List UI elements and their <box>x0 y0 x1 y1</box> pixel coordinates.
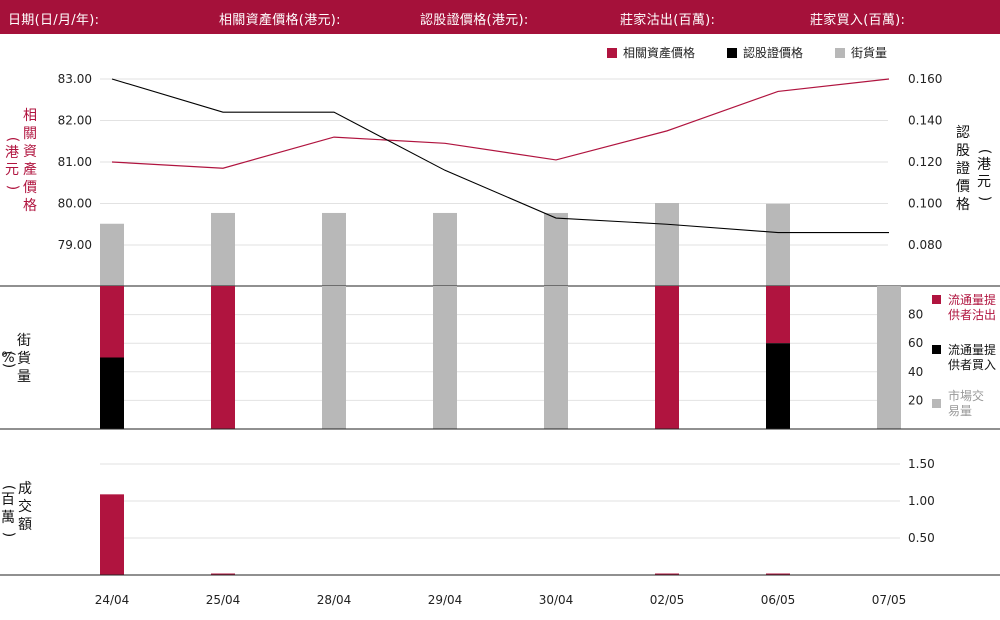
y-right-tick-label: 0.080 <box>908 238 942 252</box>
turnover-bar <box>211 573 235 575</box>
legend-street: 街貨量 <box>835 44 887 61</box>
axis-title-char: 街 <box>17 333 31 349</box>
legend-street-label: 街貨量 <box>851 46 888 60</box>
x-tick-label: 28/04 <box>317 593 352 607</box>
stacked-bar-segment <box>211 286 235 429</box>
turnover-bar <box>655 573 679 575</box>
side-legend-lp-sell-swatch <box>932 295 941 304</box>
legend-underlying: 相關資產價格 <box>607 44 695 61</box>
axis-title-char: 關 <box>23 126 37 142</box>
x-tick-label: 24/04 <box>95 593 130 607</box>
stacked-bar-segment <box>766 286 790 344</box>
y-right-tick-label: 0.140 <box>908 114 942 128</box>
street-volume-bar <box>211 212 235 286</box>
y-right-tick-label: 0.100 <box>908 197 942 211</box>
street-volume-bar <box>766 203 790 286</box>
axis-title-char: 證 <box>956 161 970 177</box>
axis-unit-char: % <box>1 350 15 366</box>
y-bottom-tick-label: 1.00 <box>908 494 935 508</box>
side-legend-lp-buy: 流通量提供者買入 <box>932 343 1000 373</box>
side-legend-lp-buy-label: 流通量提供者買入 <box>948 343 997 372</box>
axis-title-char: 價 <box>956 179 970 195</box>
axis-unit-char: 港 <box>5 145 19 161</box>
side-legend-lp-sell: 流通量提供者沽出 <box>932 293 1000 323</box>
y-mid-tick-label: 80 <box>908 308 923 322</box>
axis-title-char: 價 <box>23 180 37 196</box>
y-left-tick-label: 81.00 <box>58 155 92 169</box>
axis-title-char: 認 <box>956 125 970 141</box>
x-tick-label: 06/05 <box>761 593 796 607</box>
legend-warrant: 認股證價格 <box>727 44 803 61</box>
stacked-bar-segment <box>100 286 124 358</box>
y-left-tick-label: 83.00 <box>58 72 92 86</box>
date-label: 日期(日/月/年): <box>8 13 100 28</box>
street-volume-bar <box>544 212 568 286</box>
legend-underlying-swatch <box>607 48 617 58</box>
legend-underlying-label: 相關資產價格 <box>623 46 696 60</box>
y-left-tick-label: 79.00 <box>58 238 92 252</box>
legend-warrant-swatch <box>727 48 737 58</box>
x-tick-label: 25/04 <box>206 593 241 607</box>
y-mid-tick-label: 60 <box>908 336 923 350</box>
turnover-bar <box>766 573 790 575</box>
axis-title-char: 資 <box>23 144 37 160</box>
y-bottom-tick-label: 1.50 <box>908 457 935 471</box>
side-legend-market-label: 市場交易量 <box>948 389 985 418</box>
axis-title-char: 股 <box>956 143 970 159</box>
stacked-bar-segment <box>544 286 568 429</box>
axis-title-char: 交 <box>18 499 32 515</box>
street-volume-bar <box>433 212 457 286</box>
axis-title-char: 相 <box>23 108 37 124</box>
axis-unit-char: 元 <box>977 174 991 190</box>
axis-title-char: 格 <box>956 197 970 213</box>
underlying-price-line <box>111 78 890 169</box>
side-legend-lp-sell-label: 流通量提供者沽出 <box>948 293 997 322</box>
x-tick-label: 02/05 <box>650 593 685 607</box>
stacked-bar-segment <box>100 357 124 429</box>
mm-sell-label: 莊家沽出(百萬): <box>620 13 716 28</box>
turnover-bar <box>100 494 124 575</box>
underlying-price-label: 相關資產價格(港元): <box>219 13 341 28</box>
axis-unit-char: 萬 <box>1 510 15 526</box>
axis-title-char: 格 <box>23 198 37 214</box>
axis-unit-char: 港 <box>977 157 991 173</box>
axis-title-char: 量 <box>17 369 31 385</box>
warrant-price-line <box>111 78 889 234</box>
header-bar: 日期(日/月/年): 相關資產價格(港元): 認股證價格(港元): 莊家沽出(百… <box>0 0 1000 34</box>
stacked-bar-segment <box>655 286 679 429</box>
axis-title-char: 貨 <box>17 351 31 367</box>
x-tick-label: 07/05 <box>872 593 907 607</box>
stacked-bar-segment <box>877 286 901 429</box>
stacked-bar-segment <box>433 286 457 429</box>
side-legend-lp-buy-swatch <box>932 345 941 354</box>
axis-unit-char: 元 <box>5 162 19 178</box>
y-left-tick-label: 82.00 <box>58 114 92 128</box>
x-tick-label: 29/04 <box>428 593 463 607</box>
y-right-tick-label: 0.160 <box>908 72 942 86</box>
street-volume-bar <box>322 212 346 286</box>
axis-unit-char: 百 <box>1 492 15 508</box>
side-legend-market-swatch <box>932 399 941 408</box>
street-volume-bar <box>100 223 124 286</box>
y-bottom-tick-label: 0.50 <box>908 531 935 545</box>
x-tick-label: 30/04 <box>539 593 574 607</box>
warrant-price-label: 認股證價格(港元): <box>420 13 529 28</box>
y-right-tick-label: 0.120 <box>908 155 942 169</box>
street-volume-bar <box>655 203 679 286</box>
stacked-bar-segment <box>766 343 790 429</box>
y-mid-tick-label: 20 <box>908 393 923 407</box>
axis-title-char: 產 <box>23 162 37 178</box>
legend-warrant-label: 認股證價格 <box>743 46 804 60</box>
mm-buy-label: 莊家買入(百萬): <box>810 13 906 28</box>
axis-title-char: 成 <box>18 481 32 497</box>
side-legend-market: 市場交易量 <box>932 389 990 419</box>
stacked-bar-segment <box>322 286 346 429</box>
y-left-tick-label: 80.00 <box>58 197 92 211</box>
axis-title-char: 額 <box>18 517 32 533</box>
y-mid-tick-label: 40 <box>908 365 923 379</box>
legend-street-swatch <box>835 48 845 58</box>
